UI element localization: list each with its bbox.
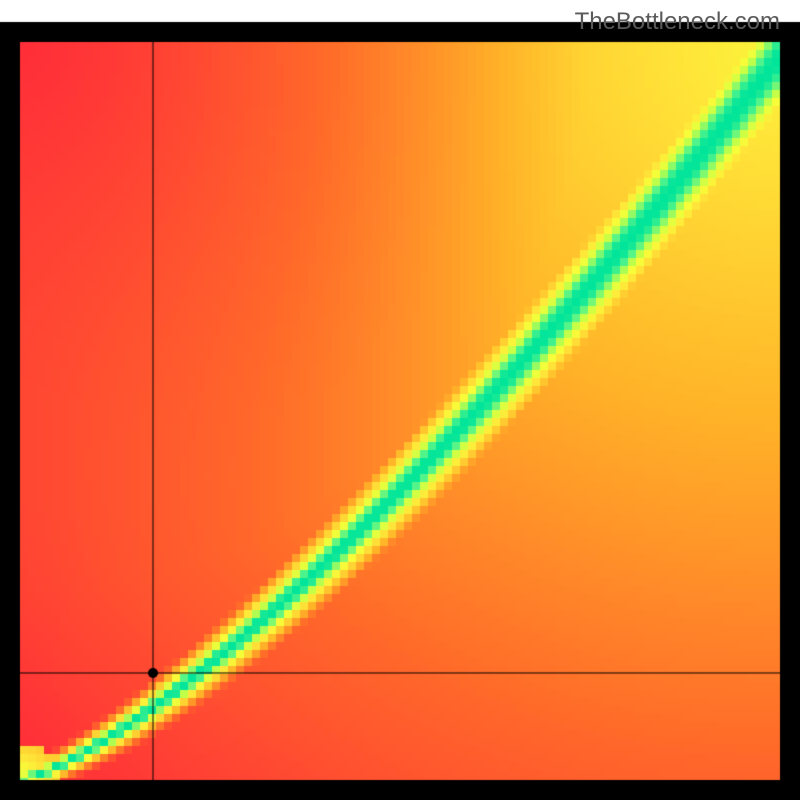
chart-container: TheBottleneck.com xyxy=(0,0,800,800)
bottleneck-heatmap-canvas xyxy=(0,0,800,800)
brand-watermark: TheBottleneck.com xyxy=(575,8,780,36)
